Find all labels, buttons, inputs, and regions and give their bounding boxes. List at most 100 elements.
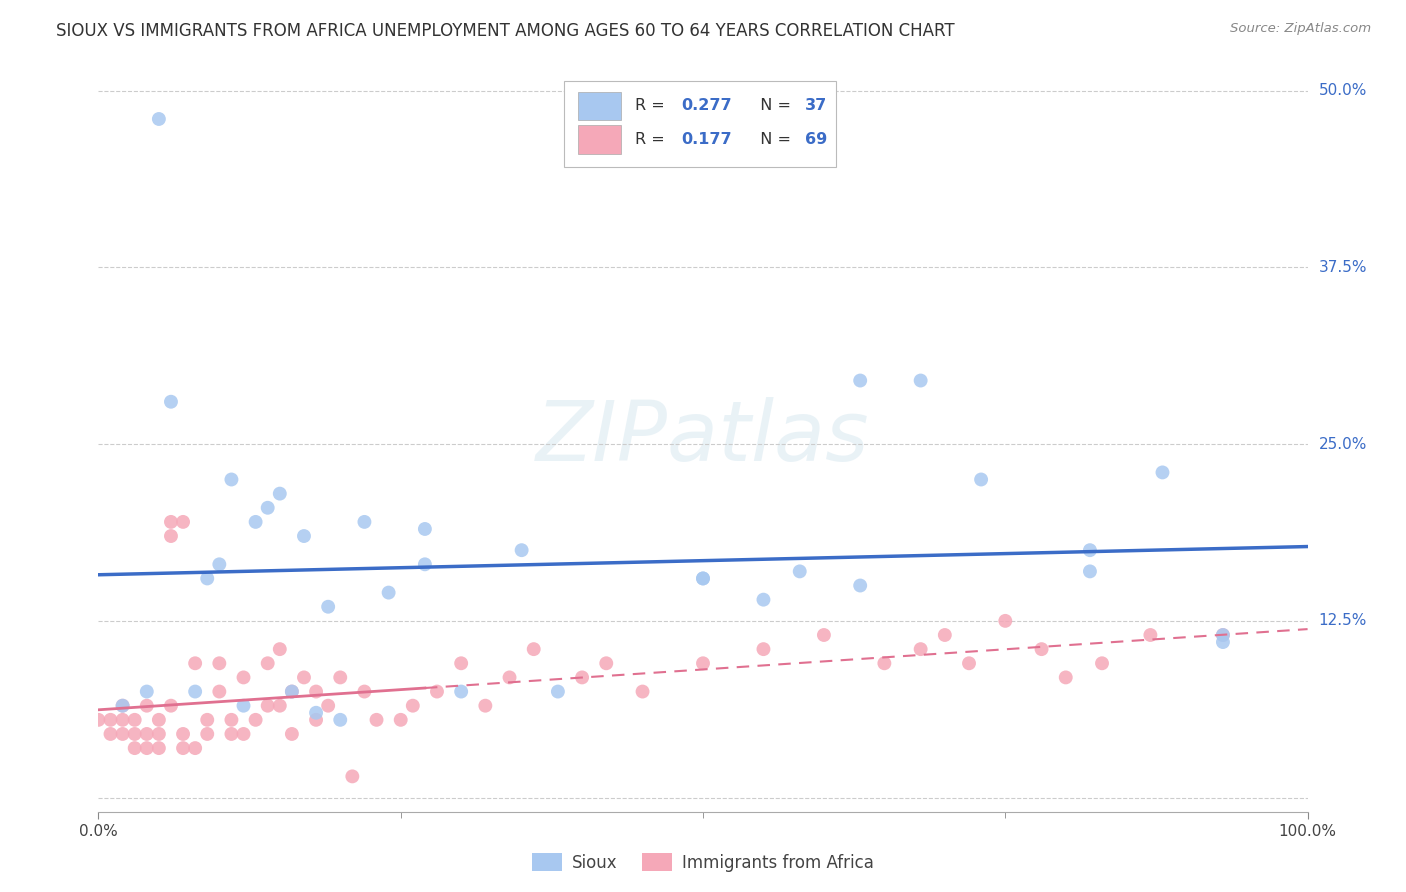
Point [135, 684, 157, 698]
Point [111, 727, 134, 741]
Point [269, 642, 291, 657]
Point [692, 571, 714, 585]
FancyBboxPatch shape [578, 92, 621, 120]
Point [413, 558, 436, 572]
Point [184, 741, 207, 756]
Point [595, 657, 617, 671]
Point [498, 670, 520, 684]
Point [450, 657, 472, 671]
Point [245, 515, 267, 529]
Point [160, 394, 183, 409]
Point [148, 713, 170, 727]
Point [450, 684, 472, 698]
Point [87, 713, 110, 727]
Point [148, 741, 170, 756]
Point [1152, 466, 1174, 480]
Text: 50.0%: 50.0% [1319, 83, 1367, 98]
Text: 69: 69 [804, 132, 827, 147]
Legend: Sioux, Immigrants from Africa: Sioux, Immigrants from Africa [524, 847, 882, 879]
Point [910, 642, 932, 657]
Point [256, 657, 278, 671]
Text: 37.5%: 37.5% [1319, 260, 1367, 275]
Point [184, 657, 207, 671]
Point [221, 713, 243, 727]
Point [135, 698, 157, 713]
Point [172, 515, 194, 529]
Point [1091, 657, 1114, 671]
Point [402, 698, 425, 713]
FancyBboxPatch shape [578, 126, 621, 153]
Point [160, 515, 183, 529]
Text: R =: R = [636, 98, 671, 113]
Text: Source: ZipAtlas.com: Source: ZipAtlas.com [1230, 22, 1371, 36]
Point [184, 684, 207, 698]
Point [269, 698, 291, 713]
Point [232, 670, 254, 684]
Point [426, 684, 449, 698]
Point [172, 741, 194, 756]
Point [256, 500, 278, 515]
Point [910, 374, 932, 388]
Point [329, 713, 352, 727]
Point [849, 374, 872, 388]
Point [305, 713, 328, 727]
Point [208, 657, 231, 671]
Point [1078, 565, 1101, 579]
Text: 0.177: 0.177 [682, 132, 733, 147]
Point [208, 684, 231, 698]
Point [994, 614, 1017, 628]
Point [342, 769, 364, 783]
Point [510, 543, 533, 558]
Point [245, 713, 267, 727]
Text: N =: N = [751, 132, 796, 147]
Point [195, 571, 218, 585]
Text: 37: 37 [804, 98, 827, 113]
Point [111, 698, 134, 713]
Point [1212, 628, 1234, 642]
Point [631, 684, 654, 698]
Point [160, 529, 183, 543]
Text: R =: R = [636, 132, 671, 147]
Point [752, 642, 775, 657]
Point [474, 698, 496, 713]
Point [1031, 642, 1053, 657]
Point [571, 670, 593, 684]
Point [413, 522, 436, 536]
Point [873, 657, 896, 671]
Point [221, 473, 243, 487]
Point [281, 727, 304, 741]
Point [1054, 670, 1077, 684]
Point [232, 727, 254, 741]
Point [523, 642, 546, 657]
Point [389, 713, 412, 727]
Point [329, 670, 352, 684]
Point [292, 529, 315, 543]
Point [305, 706, 328, 720]
Point [148, 727, 170, 741]
Point [292, 670, 315, 684]
Point [124, 713, 146, 727]
Point [970, 473, 993, 487]
Point [111, 698, 134, 713]
Point [752, 592, 775, 607]
Point [221, 727, 243, 741]
Point [934, 628, 956, 642]
Point [1139, 628, 1161, 642]
Point [1212, 635, 1234, 649]
Point [195, 713, 218, 727]
Point [269, 486, 291, 500]
Point [100, 713, 122, 727]
Text: 12.5%: 12.5% [1319, 614, 1367, 628]
Point [124, 727, 146, 741]
Point [813, 628, 835, 642]
Point [789, 565, 811, 579]
Point [1078, 543, 1101, 558]
Point [377, 585, 399, 599]
Point [957, 657, 980, 671]
Point [353, 515, 375, 529]
Point [692, 571, 714, 585]
Point [353, 684, 375, 698]
Text: 25.0%: 25.0% [1319, 437, 1367, 451]
Point [316, 698, 339, 713]
Point [135, 727, 157, 741]
